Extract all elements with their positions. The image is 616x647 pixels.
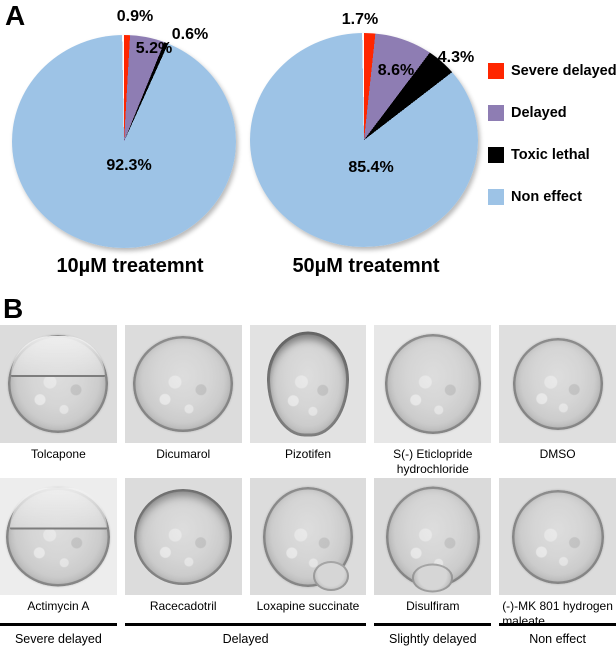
pie1-delayed-value: 5.2% xyxy=(135,40,173,57)
pie1-caption: 10µM treatemnt xyxy=(56,255,204,277)
embryo-image xyxy=(262,486,353,591)
category-slightly-delayed: Slightly delayed xyxy=(374,623,492,647)
embryo-image xyxy=(511,489,604,584)
micrograph-eticlopride xyxy=(374,325,492,443)
micrograph-label: (-)-MK 801 hydrogen maleate xyxy=(502,599,613,628)
legend: Severe delayed Delayed Toxic lethal Non … xyxy=(488,63,616,231)
micrograph-actimycin-a xyxy=(0,478,117,595)
pie2-toxic-lethal-value: 4.3% xyxy=(437,49,475,66)
embryo-image xyxy=(385,486,480,593)
legend-label: Toxic lethal xyxy=(511,147,590,163)
micrograph-dmso xyxy=(499,325,616,443)
micrograph-pizotifen xyxy=(249,325,367,443)
embryo-image xyxy=(6,487,111,586)
pie2-delayed-value: 8.6% xyxy=(377,62,415,79)
micrograph-mk801 xyxy=(499,478,616,595)
pie-chart-50uM: 1.7% 8.6% 4.3% 85.4% 50µM treatemnt xyxy=(246,6,486,292)
micrograph-label: Disulfiram xyxy=(406,599,460,613)
category-severe-delayed: Severe delayed xyxy=(0,623,117,647)
embryo-image xyxy=(384,334,481,434)
micrograph-label: DMSO xyxy=(539,447,576,461)
pie2-caption: 50µM treatemnt xyxy=(292,255,440,277)
pie1-severe-delayed-value: 0.9% xyxy=(116,8,154,25)
micrograph-label: Racecadotril xyxy=(149,599,217,613)
legend-label: Delayed xyxy=(511,105,567,121)
panel-b-label: B xyxy=(3,293,24,324)
legend-item-toxic-lethal: Toxic lethal xyxy=(488,147,616,163)
pie2-non-effect-value: 85.4% xyxy=(348,159,394,176)
embryo-image xyxy=(512,338,603,430)
pie-50uM-plot xyxy=(250,33,478,247)
embryo-image xyxy=(133,336,234,432)
micrograph-label: S(-) Eticlopride hydrochloride xyxy=(393,447,473,476)
micrograph-dicumarol xyxy=(124,325,242,443)
legend-item-delayed: Delayed xyxy=(488,105,616,121)
non-effect-swatch-icon xyxy=(488,189,504,205)
embryo-image xyxy=(8,335,109,433)
micrograph-grid: Tolcapone Dicumarol Pizotifen S(-) Eticl… xyxy=(0,325,616,647)
pie-chart-10uM: 0.9% 5.2% 0.6% 92.3% 10µM treatemnt xyxy=(10,6,250,292)
micrograph-label: Tolcapone xyxy=(31,447,86,461)
category-delayed: Delayed xyxy=(124,623,367,647)
micrograph-racecadotril xyxy=(124,478,242,595)
pie2-severe-delayed-value: 1.7% xyxy=(341,11,379,28)
category-non-effect: Non effect xyxy=(499,623,616,647)
micrograph-label: Loxapine succinate xyxy=(256,599,360,613)
pie-10uM-plot xyxy=(12,35,236,248)
panel-a-label: A xyxy=(5,0,26,31)
embryo-image xyxy=(134,488,233,585)
legend-label: Severe delayed xyxy=(511,63,616,79)
micrograph-label: Pizotifen xyxy=(284,447,331,461)
embryo-image xyxy=(266,331,349,437)
micrograph-disulfiram xyxy=(374,478,492,595)
micrograph-tolcapone xyxy=(0,325,117,443)
micrograph-label: Actimycin A xyxy=(27,599,90,613)
legend-item-non-effect: Non effect xyxy=(488,189,616,205)
pie1-non-effect-value: 92.3% xyxy=(106,157,152,174)
pie1-toxic-lethal-value: 0.6% xyxy=(171,26,209,43)
severe-delayed-swatch-icon xyxy=(488,63,504,79)
delayed-swatch-icon xyxy=(488,105,504,121)
legend-label: Non effect xyxy=(511,189,582,205)
micrograph-loxapine-succinate xyxy=(249,478,367,595)
toxic-lethal-swatch-icon xyxy=(488,147,504,163)
micrograph-label: Dicumarol xyxy=(156,447,211,461)
legend-item-severe-delayed: Severe delayed xyxy=(488,63,616,79)
